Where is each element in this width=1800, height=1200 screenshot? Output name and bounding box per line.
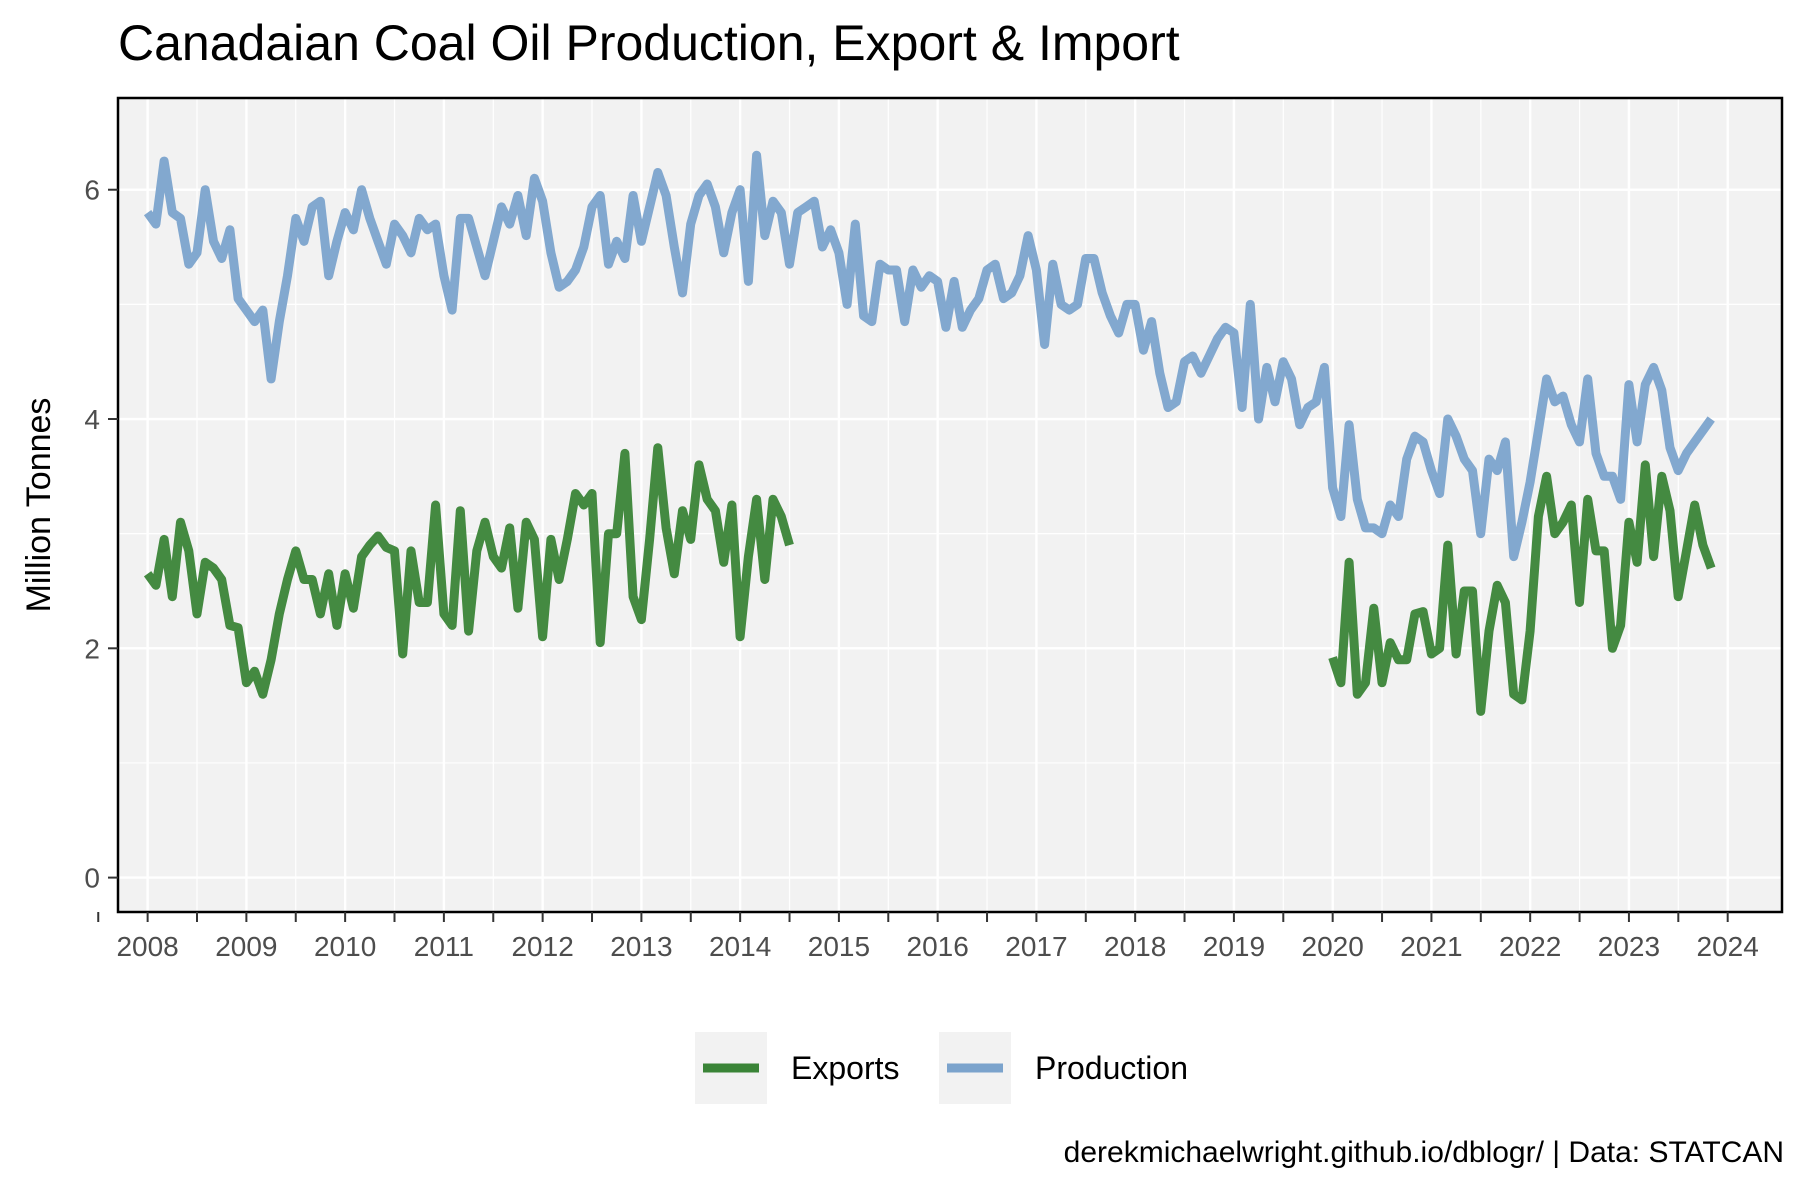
- legend-label-exports: Exports: [791, 1050, 899, 1086]
- x-tick-label: 2023: [1598, 931, 1660, 962]
- series-line-exports: [143, 443, 1716, 716]
- chart-title: Canadaian Coal Oil Production, Export & …: [118, 15, 1180, 71]
- series-line-production: [143, 150, 1715, 562]
- x-tick-label: 2015: [808, 931, 870, 962]
- x-tick-label: 2018: [1104, 931, 1166, 962]
- y-tick-label: 0: [84, 863, 100, 894]
- legend-label-production: Production: [1035, 1050, 1188, 1086]
- x-tick-label: 2020: [1302, 931, 1364, 962]
- x-tick-label: 2017: [1005, 931, 1067, 962]
- axis-ticks: 2008 2009 2010 2011 2012 2013 2014 2015 2016 2017…: [84, 175, 1758, 962]
- x-tick-label: 2012: [511, 931, 573, 962]
- x-tick-label: 2008: [116, 931, 178, 962]
- x-tick-label: 2019: [1203, 931, 1265, 962]
- series-lines: [143, 150, 1716, 716]
- y-tick-label: 2: [84, 633, 100, 664]
- x-tick-label: 2014: [709, 931, 771, 962]
- x-tick-label: 2022: [1499, 931, 1561, 962]
- plot-border: [116, 96, 1784, 914]
- x-tick-label: 2010: [314, 931, 376, 962]
- x-tick-label: 2021: [1400, 931, 1462, 962]
- x-tick-label: 2016: [907, 931, 969, 962]
- y-axis-title: Million Tonnes: [20, 398, 58, 613]
- chart-caption: derekmichaelwright.github.io/dblogr/ | D…: [1063, 1136, 1784, 1169]
- x-tick-label: 2024: [1697, 931, 1759, 962]
- x-tick-label: 2011: [414, 931, 474, 962]
- y-tick-label: 4: [84, 404, 100, 435]
- legend: Exports Production: [695, 1032, 1188, 1104]
- x-tick-label: 2009: [215, 931, 277, 962]
- y-tick-label: 6: [84, 175, 100, 206]
- x-tick-label: 2013: [610, 931, 672, 962]
